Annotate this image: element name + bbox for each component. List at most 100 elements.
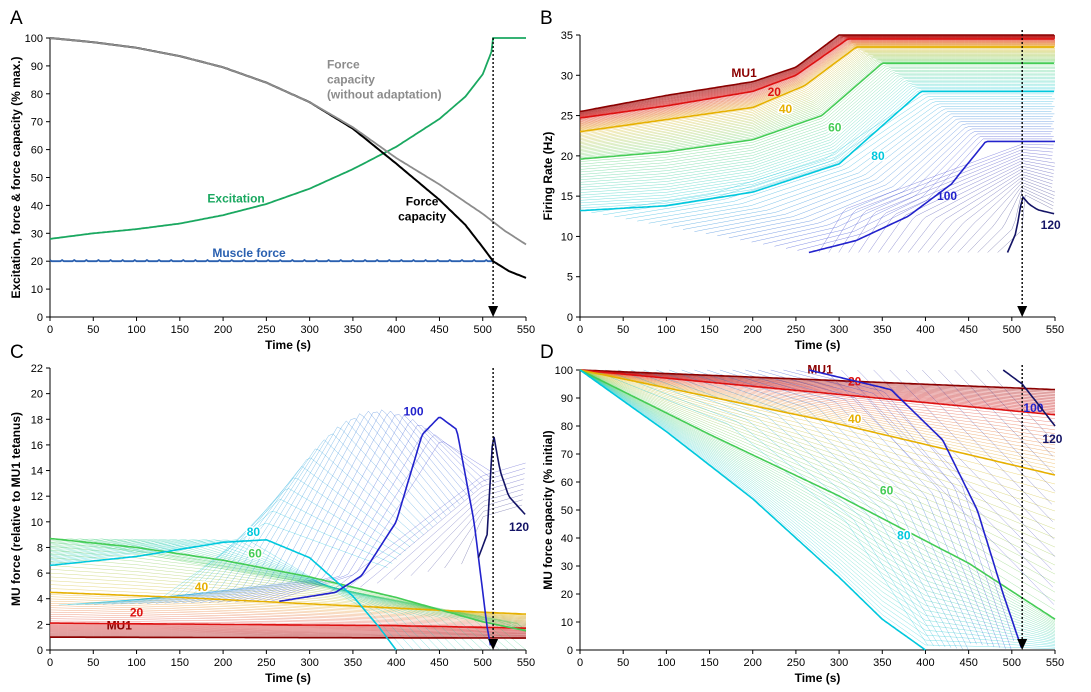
mu-family-line (579, 369, 1056, 575)
mu-family-line (579, 369, 1056, 446)
x-tick-label: 100 (657, 324, 675, 336)
mu-family-line (49, 630, 526, 635)
x-axis-label: Time (s) (265, 338, 311, 352)
y-tick-label: 0 (37, 645, 43, 657)
series-label: capacity (398, 209, 446, 223)
y-tick-label: 16 (31, 440, 43, 452)
series-line (579, 369, 1056, 620)
x-tick-label: 350 (344, 657, 362, 669)
mu-family-line (927, 174, 1053, 253)
mu-family-line (579, 81, 1055, 193)
panel-letter: A (10, 8, 23, 29)
series-line (579, 34, 1055, 113)
y-axis-label: MU force capacity (% initial) (541, 430, 555, 589)
mu-family-line (579, 53, 1055, 143)
x-tick-label: 150 (700, 324, 718, 336)
y-tick-label: 90 (31, 61, 43, 73)
mu-family-line (579, 58, 1055, 153)
mu-family-line (579, 51, 1055, 141)
mu-family-line (579, 43, 1055, 126)
series-label: 120 (1041, 218, 1061, 232)
mu-family-line (579, 59, 1055, 154)
mu-family-line (705, 118, 1052, 234)
mu-family-line (579, 64, 1055, 162)
y-tick-label: 20 (561, 589, 573, 601)
y-tick-label: 25 (561, 111, 573, 123)
mu-family-line (579, 48, 1055, 135)
mu-family-line (49, 620, 527, 628)
series-line (50, 622, 526, 629)
x-tick-label: 250 (257, 657, 275, 669)
series-line (477, 436, 526, 558)
mu-family-line (49, 627, 527, 632)
series-label: 80 (247, 525, 261, 539)
y-tick-label: 6 (37, 568, 43, 580)
mu-family-line (987, 190, 1054, 253)
mu-family-line (49, 539, 440, 651)
y-tick-label: 100 (25, 33, 43, 45)
series-label: Force (327, 58, 360, 72)
x-tick-label: 200 (744, 657, 762, 669)
mu-family-line (868, 157, 1056, 253)
mu-family-line (49, 539, 449, 651)
mu-family-line (848, 152, 1053, 253)
panel-a: 0 50 100 150 200 250 300 350 400 450 500 550 0 10 20 30… (9, 8, 535, 352)
mu-family-line (50, 623, 527, 630)
mu-family-line (602, 96, 1052, 216)
mu-family-line (838, 149, 1053, 253)
x-tick-label: 350 (873, 657, 891, 669)
mu-family-line (579, 369, 1056, 642)
mu-family-line (579, 369, 1056, 635)
mu-family-line (49, 539, 457, 651)
series-label: 40 (848, 412, 862, 426)
mu-family-line (94, 477, 406, 605)
mu-family-line (49, 611, 527, 624)
mu-family-line (579, 369, 1056, 401)
mu-family-line (579, 40, 1055, 122)
mu-family-line (182, 410, 451, 604)
mu-family-line (579, 369, 1056, 634)
mu-family-line (343, 467, 526, 592)
mu-family-line (427, 494, 524, 572)
mu-family-line (889, 369, 1055, 540)
mu-family-line (579, 82, 1055, 196)
panel-letter: B (540, 8, 553, 29)
mu-family-line (579, 42, 1055, 124)
mu-family-line (50, 632, 527, 636)
x-tick-label: 150 (700, 657, 718, 669)
y-tick-label: 8 (37, 542, 43, 554)
x-tick-label: 300 (300, 657, 318, 669)
mu-family-line (579, 71, 1055, 175)
x-tick-label: 100 (127, 324, 145, 336)
y-tick-label: 20 (561, 151, 573, 163)
series-line (579, 90, 1055, 212)
mu-family-line (85, 488, 402, 605)
mu-family-line (947, 180, 1056, 253)
series-label: 120 (509, 520, 529, 534)
series-label: 80 (897, 528, 911, 542)
x-axis-label: Time (s) (795, 671, 841, 685)
y-tick-label: 10 (31, 517, 43, 529)
y-tick-label: 18 (31, 414, 43, 426)
panel-letter: C (10, 342, 24, 363)
mu-family-line (905, 369, 1053, 522)
series-label: capacity (327, 73, 375, 87)
mu-family-line (818, 143, 1054, 253)
mu-family-line (49, 616, 527, 626)
mu-family-line (579, 369, 1056, 494)
y-tick-label: 4 (37, 594, 43, 606)
y-tick-label: 5 (567, 272, 573, 284)
panel-letter: D (540, 342, 554, 363)
series-label: 40 (195, 580, 209, 594)
mu-family-line (326, 462, 526, 596)
x-tick-label: 550 (517, 657, 535, 669)
mu-family-line (49, 628, 527, 633)
mu-family-line (579, 369, 1056, 434)
mu-family-line (444, 499, 523, 569)
mu-family-line (796, 369, 1015, 641)
mu-family-line (898, 165, 1054, 253)
mu-family-line (858, 155, 1053, 253)
mu-family-line (49, 609, 527, 623)
panel-d: 0 50 100 150 200 250 300 350 400 450 500 550 0 10 20 30… (540, 342, 1064, 685)
mu-family-line (49, 607, 527, 622)
